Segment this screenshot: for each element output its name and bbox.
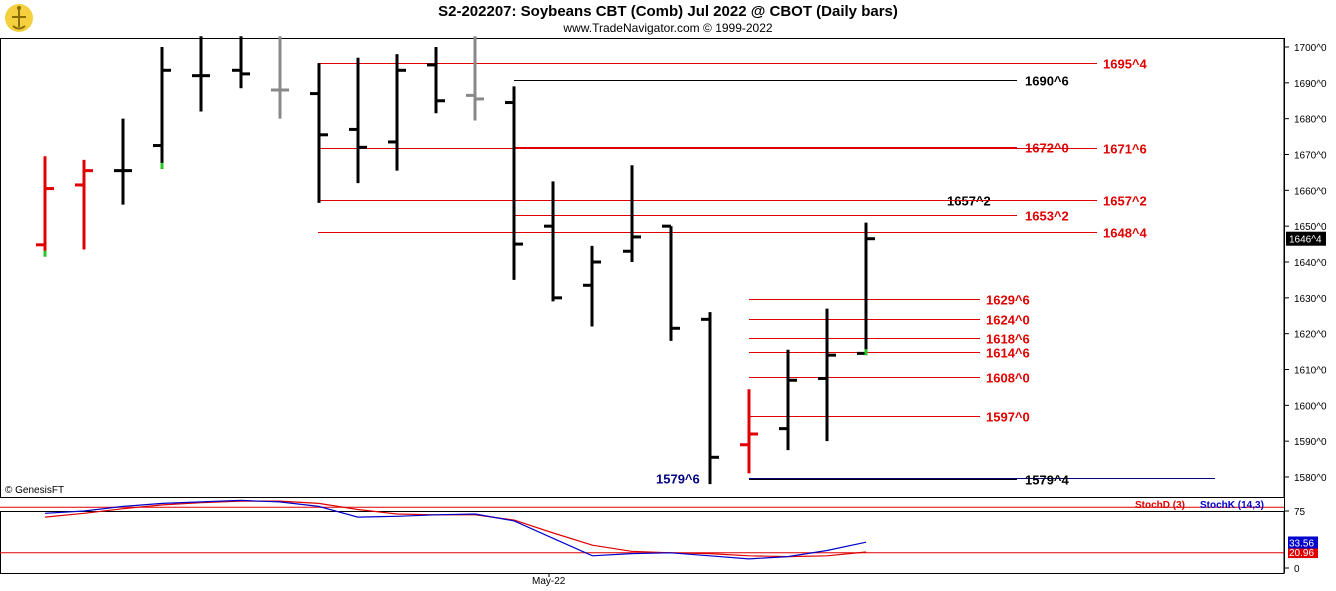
price-panel bbox=[0, 38, 1285, 498]
price-tick-label: 1680^0 bbox=[1294, 115, 1327, 126]
level-label: 1579^4 bbox=[1025, 473, 1070, 488]
chart-title: S2-202207: Soybeans CBT (Comb) Jul 2022 … bbox=[438, 3, 898, 20]
stoch-last-value: 33.56 bbox=[1289, 538, 1314, 549]
ohlc-bar bbox=[349, 57, 367, 184]
ohlc-bar bbox=[232, 36, 250, 89]
level-label: 1653^2 bbox=[1025, 209, 1069, 224]
ohlc-bar bbox=[818, 308, 836, 442]
level-label: 1657^2 bbox=[1103, 194, 1147, 209]
price-tick-label: 1640^0 bbox=[1294, 258, 1327, 269]
ohlc-bar bbox=[701, 312, 719, 485]
legend-stochD: StochD (3) bbox=[1135, 500, 1185, 511]
level-label: 1579^6 bbox=[656, 472, 700, 487]
stoch-tick-label: 75 bbox=[1294, 507, 1306, 518]
x-tick-label: May-22 bbox=[532, 576, 566, 587]
genesis-logo-icon bbox=[5, 4, 33, 32]
price-tick-label: 1600^0 bbox=[1294, 401, 1327, 412]
stoch-series-line bbox=[44, 499, 867, 560]
ohlc-bar bbox=[779, 349, 797, 451]
price-tick-label: 1580^0 bbox=[1294, 473, 1327, 484]
price-tick-label: 1590^0 bbox=[1294, 437, 1327, 448]
ohlc-bar bbox=[740, 389, 758, 474]
ohlc-bar bbox=[623, 165, 641, 262]
level-label: 1614^6 bbox=[986, 346, 1030, 361]
level-label: 1690^6 bbox=[1025, 74, 1069, 89]
price-tick-label: 1670^0 bbox=[1294, 151, 1327, 162]
stoch-last-value: 20.96 bbox=[1289, 548, 1314, 559]
ohlc-bar bbox=[271, 36, 289, 119]
legend-stochK: StochK (14,3) bbox=[1200, 500, 1264, 511]
ohlc-bar bbox=[466, 36, 484, 121]
ohlc-bar bbox=[36, 156, 54, 257]
ohlc-bar bbox=[583, 245, 601, 327]
chart-subtitle: www.TradeNavigator.com © 1999-2022 bbox=[563, 21, 773, 35]
price-tick-label: 1620^0 bbox=[1294, 330, 1327, 341]
price-tick-label: 1650^0 bbox=[1294, 222, 1327, 233]
level-label: 1618^6 bbox=[986, 332, 1030, 347]
ohlc-bar bbox=[544, 181, 562, 302]
chart-header: S2-202207: Soybeans CBT (Comb) Jul 2022 … bbox=[0, 0, 1336, 38]
price-tick-label: 1690^0 bbox=[1294, 79, 1327, 90]
price-tick-label: 1660^0 bbox=[1294, 186, 1327, 197]
last-price-label: 1646^4 bbox=[1289, 235, 1322, 246]
level-label: 1608^0 bbox=[986, 371, 1030, 386]
ohlc-bar bbox=[388, 54, 406, 171]
level-label: 1648^4 bbox=[1103, 226, 1148, 241]
ohlc-bar bbox=[505, 86, 523, 280]
stoch-last-value-box bbox=[1288, 536, 1318, 549]
copyright-label: © GenesisFT bbox=[5, 485, 65, 496]
stoch-last-value-box bbox=[1288, 546, 1318, 559]
price-tick-label: 1630^0 bbox=[1294, 294, 1327, 305]
price-tick-label: 1700^0 bbox=[1294, 43, 1327, 54]
price-tick-label: 1610^0 bbox=[1294, 366, 1327, 377]
ohlc-bar bbox=[153, 47, 171, 169]
level-label: 1597^0 bbox=[986, 410, 1030, 425]
ohlc-bar bbox=[310, 63, 328, 203]
level-label: 1624^0 bbox=[986, 313, 1030, 328]
ohlc-bar bbox=[857, 222, 875, 356]
ohlc-bar bbox=[427, 47, 445, 114]
ohlc-bar bbox=[114, 118, 132, 205]
level-label: 1671^6 bbox=[1103, 142, 1147, 157]
last-price-tag bbox=[1286, 231, 1326, 246]
ohlc-bar bbox=[192, 36, 210, 112]
level-label: 1695^4 bbox=[1103, 57, 1148, 72]
stoch-panel bbox=[0, 511, 1285, 574]
ohlc-bar bbox=[662, 224, 680, 341]
ohlc-bar bbox=[75, 159, 93, 250]
level-label: 1629^6 bbox=[986, 293, 1030, 308]
stoch-tick-label: 0 bbox=[1294, 564, 1300, 575]
